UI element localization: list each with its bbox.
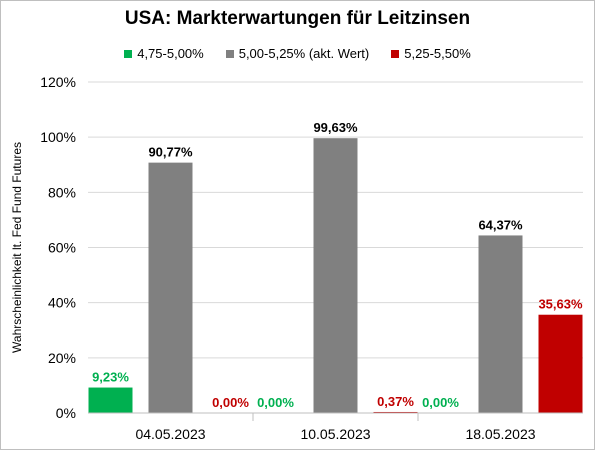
chart-title: USA: Markterwartungen für Leitzinsen: [124, 8, 471, 29]
bar-series-3-18.05.2023: [538, 314, 583, 413]
x-tick-label-0: 04.05.2023: [135, 426, 205, 442]
data-label-series-2-04.05.2023: 90,77%: [148, 145, 193, 160]
data-label-series-3-04.05.2023: 0,00%: [212, 395, 249, 410]
x-tick-label-2: 18.05.2023: [465, 426, 535, 442]
legend-label-series-1: 4,75-5,00%: [137, 46, 204, 61]
y-tick-label-4: 80%: [48, 184, 76, 200]
legend-swatch-series-3: [391, 49, 400, 58]
data-label-series-1-18.05.2023: 0,00%: [422, 395, 459, 410]
y-axis-label: Wahrscheinlichkeit lt. Fed Fund Futures: [10, 142, 24, 353]
bar-series-3-10.05.2023: [373, 411, 418, 413]
legend-item-series-3: 5,25-5,50%: [391, 46, 471, 61]
bar-series-1-04.05.2023: [88, 387, 133, 413]
y-tick-label-1: 20%: [48, 350, 76, 366]
data-label-series-3-18.05.2023: 35,63%: [538, 297, 583, 312]
legend-label-series-3: 5,25-5,50%: [404, 46, 471, 61]
legend-label-series-2: 5,00-5,25% (akt. Wert): [238, 46, 370, 61]
data-label-series-1-10.05.2023: 0,00%: [257, 395, 294, 410]
bar-series-2-04.05.2023: [148, 162, 193, 413]
data-label-series-2-10.05.2023: 99,63%: [313, 120, 358, 135]
legend-swatch-series-1: [124, 49, 133, 58]
data-label-series-2-18.05.2023: 64,37%: [478, 217, 523, 232]
legend-item-series-2: 5,00-5,25% (akt. Wert): [225, 46, 370, 61]
x-tick-label-1: 10.05.2023: [300, 426, 370, 442]
y-tick-label-0: 0%: [56, 405, 76, 421]
y-tick-label-6: 120%: [40, 74, 76, 90]
legend-item-series-1: 4,75-5,00%: [124, 46, 204, 61]
data-label-series-3-10.05.2023: 0,37%: [377, 394, 414, 409]
legend-swatch-series-2: [225, 49, 234, 58]
bar-series-2-10.05.2023: [313, 138, 358, 413]
y-tick-label-5: 100%: [40, 129, 76, 145]
bar-series-2-18.05.2023: [478, 235, 523, 413]
y-tick-label-3: 60%: [48, 240, 76, 256]
data-label-series-1-04.05.2023: 9,23%: [92, 370, 129, 385]
y-tick-label-2: 40%: [48, 295, 76, 311]
legend: 4,75-5,00% 5,00-5,25% (akt. Wert) 5,25-5…: [0, 46, 595, 61]
